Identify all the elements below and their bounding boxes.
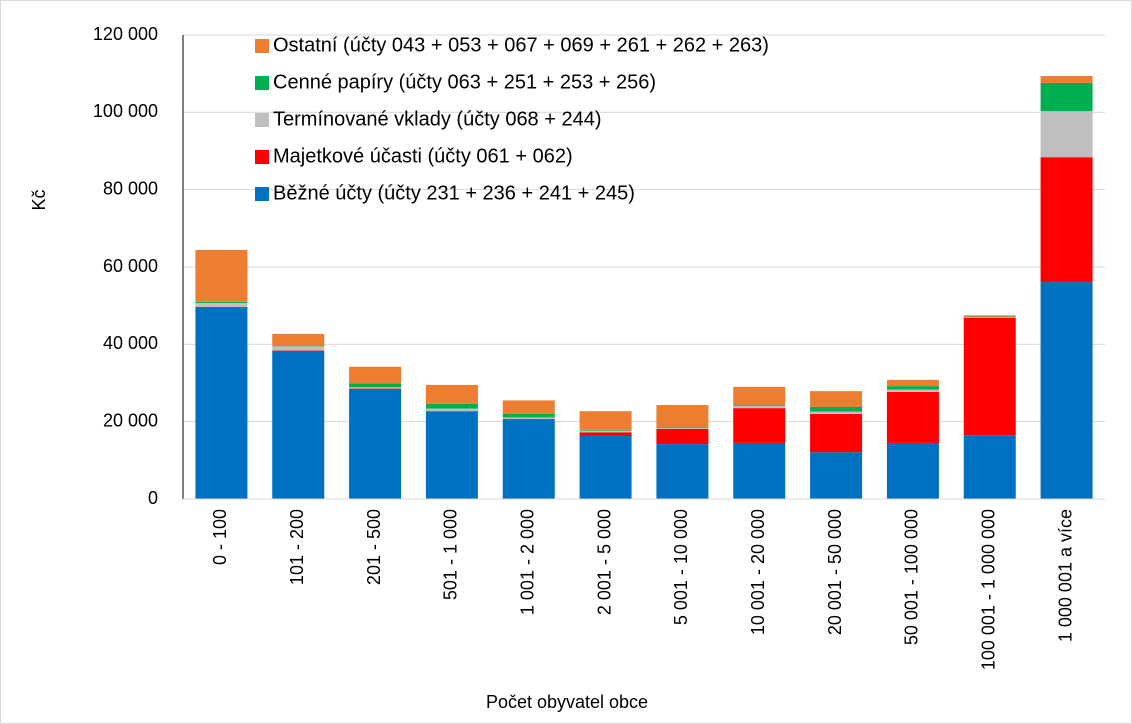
bar-segment <box>349 366 402 384</box>
bar-segment <box>810 452 863 499</box>
bar-segment <box>1040 82 1093 112</box>
bar-segment <box>579 430 632 433</box>
bar-segment <box>349 387 402 389</box>
bar-segment <box>272 346 325 351</box>
x-tick-label: 20 001 - 50 000 <box>825 509 845 635</box>
bar-segment <box>810 411 863 414</box>
bar-segment <box>502 400 555 414</box>
legend-swatch <box>255 187 269 201</box>
x-axis-title: Počet obyvatel obce <box>486 692 648 712</box>
bar-segment <box>579 432 632 436</box>
bar-segment <box>425 408 478 412</box>
y-tick-label: 0 <box>148 488 158 508</box>
bar-segment <box>963 317 1016 436</box>
y-tick-label: 60 000 <box>103 256 158 276</box>
x-tick-label: 1 000 001 a více <box>1055 509 1075 642</box>
legend-swatch <box>255 76 269 90</box>
bar-segment <box>1040 111 1093 158</box>
x-tick-label: 501 - 1 000 <box>441 509 461 600</box>
bar-segment <box>886 379 939 387</box>
bar-segment <box>195 302 248 307</box>
bar-segment <box>425 412 478 499</box>
bar-segment <box>886 389 939 392</box>
bar-segment <box>886 391 939 443</box>
y-axis-title: Kč <box>29 189 49 210</box>
bar-segment <box>272 350 325 499</box>
x-tick-label: 10 001 - 20 000 <box>748 509 768 635</box>
bar-segment <box>733 404 786 406</box>
bar-segment <box>656 444 709 499</box>
bar-segment <box>656 427 709 430</box>
x-tick-label: 5 001 - 10 000 <box>671 509 691 625</box>
x-tick-label: 101 - 200 <box>287 509 307 585</box>
bar-segment <box>579 429 632 431</box>
bar-segment <box>579 411 632 430</box>
legend-swatch <box>255 150 269 164</box>
y-tick-label: 80 000 <box>103 178 158 198</box>
bar-segment <box>579 435 632 499</box>
bar-segment <box>810 406 863 412</box>
bar-segment <box>810 413 863 453</box>
bar-segment <box>1040 157 1093 283</box>
bar-segment <box>425 411 478 412</box>
bar-segment <box>733 386 786 405</box>
legend-label: Termínované vklady (účty 068 + 244) <box>273 108 602 130</box>
bar-segment <box>425 384 478 404</box>
bar-segment <box>886 386 939 390</box>
bar-segment <box>195 301 248 303</box>
bar-segment <box>272 333 325 347</box>
x-tick-label: 0 - 100 <box>210 509 230 565</box>
x-tick-label: 100 001 - 1 000 000 <box>979 509 999 670</box>
bar-segment <box>886 442 939 499</box>
legend: Běžné účty (účty 231 + 236 + 241 + 245) M… <box>255 34 769 204</box>
bar-segment <box>502 419 555 499</box>
bar-segment <box>425 403 478 409</box>
legend-label: Běžné účty (účty 231 + 236 + 241 + 245) <box>273 182 635 204</box>
bar-segment <box>656 405 709 428</box>
bar-segment <box>733 405 786 409</box>
legend-swatch <box>255 39 269 53</box>
y-tick-label: 120 000 <box>93 24 158 44</box>
bar-segment <box>963 435 1016 499</box>
bar-segment <box>1040 75 1093 83</box>
x-tick-label: 201 - 500 <box>364 509 384 585</box>
bar-segment <box>963 316 1016 318</box>
bar-segment <box>656 429 709 445</box>
x-tick-label: 1 001 - 2 000 <box>518 509 538 615</box>
y-tick-label: 20 000 <box>103 410 158 430</box>
bar-segment <box>195 307 248 499</box>
bar-segment <box>502 417 555 419</box>
legend-label: Majetkové účasti (účty 061 + 062) <box>273 145 573 167</box>
bar-segment <box>1040 282 1093 499</box>
legend-swatch <box>255 113 269 127</box>
legend-label: Cenné papíry (účty 063 + 251 + 253 + 256… <box>273 71 656 93</box>
bar-segment <box>656 427 709 428</box>
bar-segment <box>733 442 786 499</box>
y-tick-label: 100 000 <box>93 101 158 121</box>
y-tick-label: 40 000 <box>103 333 158 353</box>
legend-label: Ostatní (účty 043 + 053 + 067 + 069 + 26… <box>273 34 769 56</box>
bar-segment <box>195 249 248 302</box>
bar-segment <box>502 418 555 420</box>
bar-segment <box>733 408 786 443</box>
bar-segment <box>810 391 863 407</box>
bar-segment <box>349 383 402 388</box>
x-tick-label: 2 001 - 5 000 <box>594 509 614 615</box>
bar-segment <box>502 413 555 418</box>
bar-segment <box>963 315 1016 317</box>
bar-segment <box>195 306 248 308</box>
x-tick-label: 50 001 - 100 000 <box>902 509 922 645</box>
bar-segment <box>349 388 402 499</box>
